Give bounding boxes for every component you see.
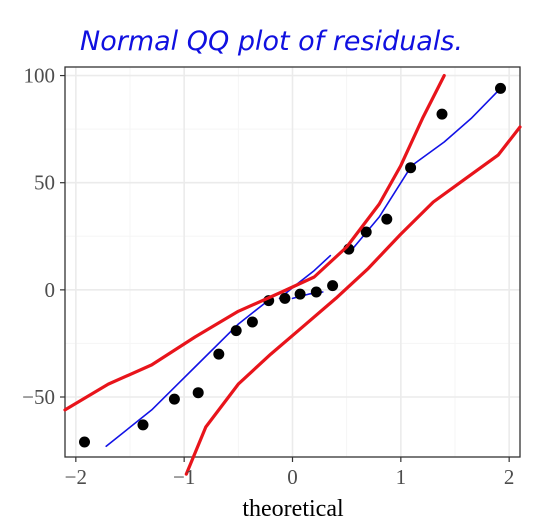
- major-gridlines: [65, 67, 520, 457]
- data-point: [246, 316, 258, 328]
- reference-line-segment-4: [348, 87, 502, 255]
- x-tick-label: 2: [504, 465, 515, 489]
- y-tick-label: −50: [22, 385, 55, 409]
- x-axis-title: theoretical: [242, 496, 344, 522]
- x-tick-label: 0: [287, 465, 298, 489]
- upper-envelope-line: [63, 74, 446, 412]
- data-point: [213, 348, 225, 360]
- data-point: [405, 162, 417, 174]
- plot-panel: [64, 66, 521, 458]
- chart-title: Normal QQ plot of residuals.: [80, 26, 463, 57]
- data-point: [79, 436, 90, 448]
- x-axis: −2 −1 0 1 2: [65, 457, 515, 489]
- y-axis: −50 0 50 100: [22, 64, 65, 409]
- y-tick-label: 50: [34, 171, 55, 195]
- data-point: [168, 393, 180, 405]
- y-tick-label: 0: [45, 278, 56, 302]
- data-point: [381, 213, 393, 225]
- data-point: [192, 387, 204, 399]
- data-point: [294, 288, 306, 300]
- data-point: [279, 292, 291, 304]
- data-point: [137, 419, 149, 431]
- data-point: [436, 108, 448, 120]
- y-tick-label: 100: [24, 64, 56, 88]
- data-points: [79, 82, 506, 448]
- data-point: [310, 286, 322, 298]
- data-point: [495, 82, 506, 94]
- confidence-envelope: [63, 74, 522, 476]
- data-point: [360, 226, 372, 238]
- reference-line-segment-2: [278, 254, 332, 300]
- lower-envelope-line: [184, 125, 522, 476]
- reference-line-segment-1: [105, 301, 267, 448]
- data-point: [230, 325, 242, 337]
- x-tick-label: 1: [396, 465, 407, 489]
- x-tick-label: −1: [173, 465, 195, 489]
- data-point: [327, 280, 339, 292]
- x-tick-label: −2: [65, 465, 87, 489]
